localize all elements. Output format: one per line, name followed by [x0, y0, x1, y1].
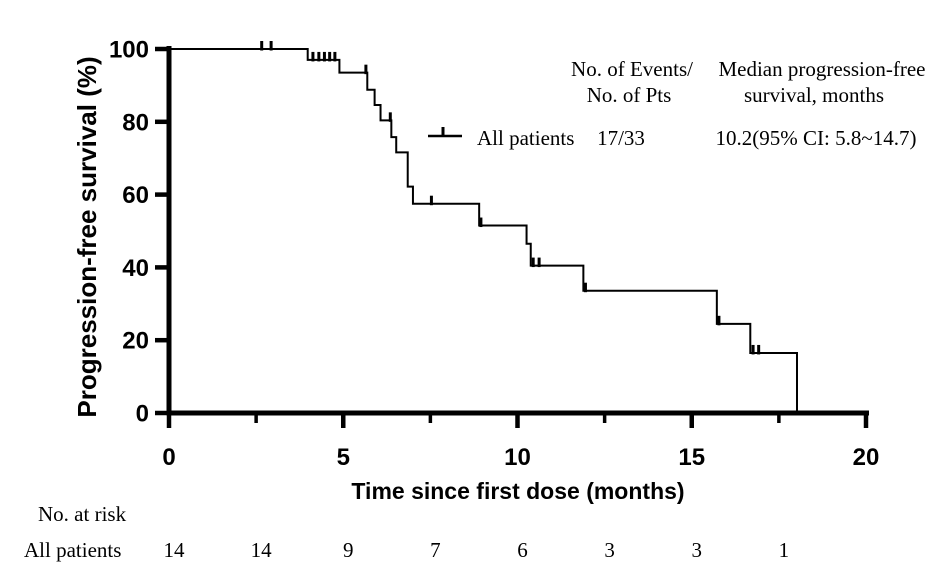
risk-count: 3	[604, 538, 615, 562]
survival-curve-group	[169, 41, 798, 413]
x-ticks: 0 5 10 15 20	[162, 414, 879, 471]
risk-count: 1	[779, 538, 790, 562]
x-tick-label: 0	[162, 444, 175, 471]
risk-values: 14 14 9 7 6 3 3 1	[164, 538, 790, 562]
y-tick-label: 0	[136, 401, 149, 428]
events-header-line2: No. of Pts	[587, 83, 672, 107]
median-value: 10.2(95% CI: 5.8~14.7)	[716, 126, 917, 150]
risk-table: No. at risk All patients 14 14 9 7 6 3 3 1	[24, 502, 789, 562]
x-tick-label: 15	[678, 444, 705, 471]
risk-table-title: No. at risk	[38, 502, 127, 526]
risk-count: 6	[517, 538, 528, 562]
median-header-line2: survival, months	[744, 83, 884, 107]
risk-count: 7	[430, 538, 441, 562]
median-header-line1: Median progression-free	[718, 57, 925, 81]
legend-symbol	[428, 127, 462, 138]
x-tick-label: 10	[504, 444, 531, 471]
y-ticks: 0 20 40 60 80 100	[109, 37, 168, 428]
survival-curve	[169, 48, 798, 413]
y-tick-label: 60	[122, 182, 149, 209]
risk-row-label: All patients	[24, 538, 121, 562]
x-axis: 0 5 10 15 20	[162, 410, 879, 471]
x-tick-label: 20	[853, 444, 880, 471]
risk-count: 14	[251, 538, 273, 562]
y-tick-label: 20	[122, 328, 149, 355]
risk-count: 3	[692, 538, 703, 562]
x-tick-label: 5	[337, 444, 350, 471]
legend-series-label: All patients	[477, 126, 574, 150]
risk-count: 9	[343, 538, 354, 562]
legend: All patients No. of Events/ No. of Pts 1…	[428, 57, 926, 150]
y-axis: 0 20 40 60 80 100	[109, 37, 172, 428]
y-axis-title: Progression-free survival (%)	[72, 56, 102, 417]
y-tick-label: 100	[109, 37, 149, 64]
y-tick-label: 80	[122, 109, 149, 136]
events-header-line1: No. of Events/	[571, 57, 693, 81]
events-value: 17/33	[597, 126, 645, 150]
x-axis-title: Time since first dose (months)	[351, 478, 684, 504]
y-tick-label: 40	[122, 255, 149, 282]
risk-count: 14	[164, 538, 186, 562]
